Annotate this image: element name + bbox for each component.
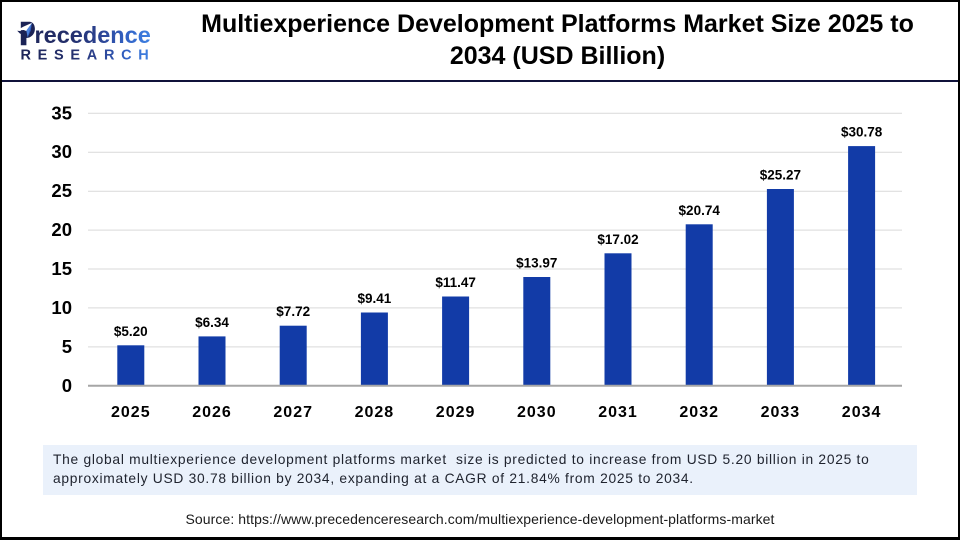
svg-text:0: 0 (62, 375, 72, 396)
svg-text:2027: 2027 (273, 404, 313, 421)
svg-text:2033: 2033 (761, 404, 801, 421)
svg-text:2032: 2032 (679, 404, 719, 421)
svg-text:35: 35 (51, 102, 72, 123)
svg-text:$25.27: $25.27 (760, 168, 801, 183)
svg-text:20: 20 (51, 219, 72, 240)
svg-text:5: 5 (62, 336, 72, 357)
svg-text:2026: 2026 (192, 404, 232, 421)
svg-text:recedence: recedence (35, 22, 151, 48)
svg-text:30: 30 (51, 141, 72, 162)
svg-text:25: 25 (51, 180, 72, 201)
svg-text:2034: 2034 (842, 404, 882, 421)
svg-text:$7.72: $7.72 (276, 304, 310, 319)
svg-text:$9.41: $9.41 (358, 291, 392, 306)
svg-text:2025: 2025 (111, 404, 151, 421)
svg-text:2030: 2030 (517, 404, 557, 421)
svg-text:$13.97: $13.97 (516, 256, 557, 271)
svg-text:$6.34: $6.34 (195, 315, 229, 330)
svg-text:$30.78: $30.78 (841, 125, 883, 140)
svg-text:$5.20: $5.20 (114, 324, 148, 339)
svg-text:2029: 2029 (436, 404, 476, 421)
svg-text:15: 15 (51, 258, 72, 279)
svg-text:$11.47: $11.47 (435, 275, 476, 290)
svg-text:2028: 2028 (355, 404, 395, 421)
svg-text:2031: 2031 (598, 404, 638, 421)
svg-text:RESEARCH: RESEARCH (21, 48, 156, 64)
svg-text:$20.74: $20.74 (679, 203, 721, 218)
svg-text:10: 10 (51, 297, 72, 318)
svg-text:$17.02: $17.02 (597, 232, 638, 247)
